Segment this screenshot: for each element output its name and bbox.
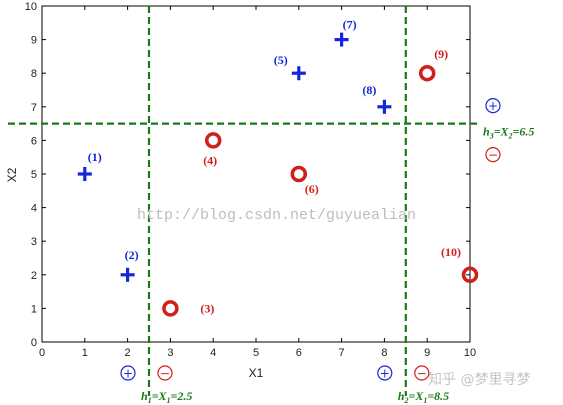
x-tick-label: 0 — [39, 347, 45, 359]
point-label: (6) — [305, 182, 319, 196]
negative-point — [204, 132, 222, 149]
x-tick-label: 9 — [424, 347, 430, 359]
sign-h2-right: − — [417, 367, 427, 381]
point-label: (8) — [362, 83, 376, 97]
sign-h1-left: + — [123, 367, 133, 381]
y-tick-label: 9 — [31, 35, 37, 47]
positive-point — [334, 32, 349, 47]
watermark-logo: 知乎 @梦里寻梦 — [428, 371, 530, 388]
point-label: (2) — [125, 248, 139, 262]
y-tick-label: 4 — [31, 203, 37, 215]
sign-h3-upper-ring — [485, 97, 501, 114]
x-tick-label: 3 — [167, 347, 173, 359]
positive-point — [291, 66, 306, 81]
point-label: (7) — [343, 18, 357, 32]
negative-point — [461, 266, 479, 284]
point-label: (5) — [274, 53, 288, 67]
negative-point — [418, 64, 436, 82]
positive-point — [120, 267, 135, 282]
y-tick-label: 8 — [31, 68, 37, 80]
sign-h3-lower-ring — [485, 147, 501, 163]
point-label: (3) — [200, 301, 214, 315]
x-axis-label: X1 — [249, 366, 264, 380]
x-tick-label: 8 — [381, 347, 387, 359]
sign-h3-lower: − — [488, 148, 498, 162]
sign-h1-right-ring — [157, 365, 173, 381]
sign-h1-left-ring — [120, 365, 136, 381]
y-tick-label: 6 — [31, 135, 37, 147]
negative-point — [290, 165, 308, 183]
x-tick-label: 6 — [296, 347, 302, 359]
positive-point — [377, 99, 392, 114]
x-tick-label: 4 — [210, 347, 216, 359]
x-tick-label: 10 — [464, 347, 476, 359]
y-tick-label: 3 — [31, 236, 37, 248]
x-tick-label: 5 — [253, 347, 259, 359]
x-tick-label: 2 — [125, 347, 131, 359]
sign-h2-right-ring — [414, 365, 430, 381]
y-axis-label: X2 — [5, 167, 19, 182]
y-tick-label: 7 — [31, 102, 37, 114]
threshold-label-h3: h3=X2=6.5 — [483, 125, 534, 141]
y-tick-label: 2 — [31, 270, 37, 282]
threshold-label-h1: h1=X1=2.5 — [141, 389, 192, 405]
point-label: (1) — [88, 150, 102, 164]
point-label: (10) — [441, 245, 461, 259]
sign-h3-upper: + — [488, 99, 498, 113]
positive-point — [77, 167, 92, 181]
point-label: (4) — [203, 153, 217, 167]
threshold-label-h2: h2=X1=8.5 — [398, 389, 449, 405]
sign-h2-left-ring — [377, 365, 393, 381]
watermark-url: http://blog.csdn.net/guyuealian — [137, 207, 416, 224]
y-tick-label: 5 — [31, 169, 37, 181]
point-label: (9) — [434, 47, 448, 61]
sign-h2-left: + — [380, 367, 390, 381]
plot-area: 0 1 2 3 4 5 6 7 8 9 10 0 1 2 3 4 5 6 7 8 9 10 h1=X1=2.5 + − h2=X1… — [8, 1, 534, 405]
x-tick-label: 7 — [339, 347, 345, 359]
sign-h1-right: − — [160, 367, 170, 381]
x-tick-label: 1 — [82, 347, 88, 359]
y-tick-label: 10 — [25, 1, 37, 13]
negative-point — [162, 300, 179, 317]
y-tick-label: 1 — [31, 303, 37, 315]
y-tick-label: 0 — [31, 337, 37, 349]
